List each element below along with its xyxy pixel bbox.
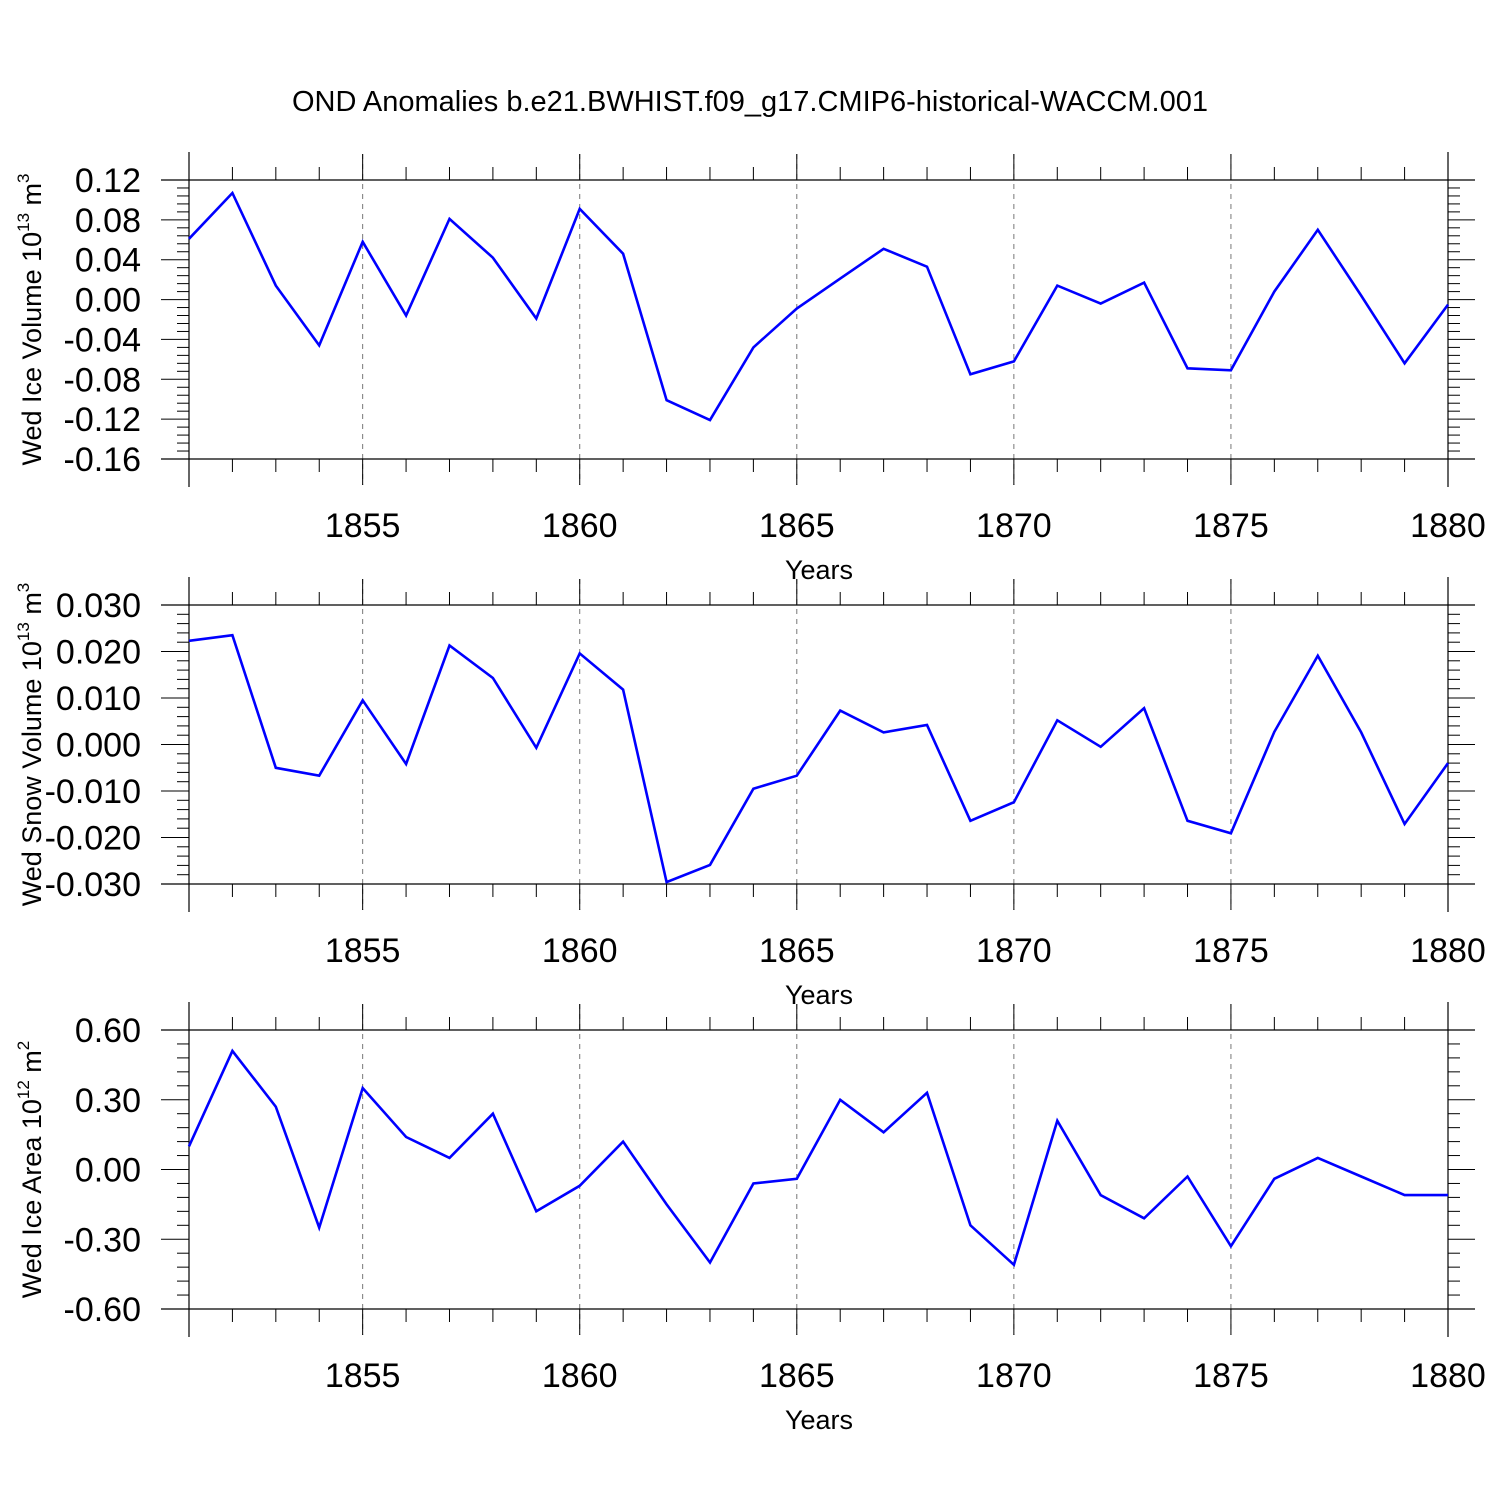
x-tick-label: 1865 — [759, 507, 835, 545]
y-tick-label: 0.12 — [75, 162, 141, 200]
y-tick-label: -0.08 — [64, 361, 142, 399]
y-tick-label: 0.04 — [75, 242, 141, 280]
series-line — [188, 633, 1450, 884]
y-axis-title: Wed Ice Volume 1013 m3 — [14, 173, 47, 465]
y-tick-label: -0.04 — [64, 321, 142, 359]
x-tick-label: 1860 — [542, 932, 618, 970]
y-axis-title: Wed Ice Area 1012 m2 — [14, 1041, 47, 1299]
y-tick-label: 0.00 — [75, 282, 141, 320]
y-tick-label: -0.030 — [45, 866, 141, 904]
x-axis-title: Years — [785, 980, 853, 1010]
series-line — [187, 1048, 1448, 1268]
y-tick-label: -0.12 — [64, 401, 142, 439]
x-tick-label: 1860 — [542, 1357, 618, 1395]
x-tick-label: 1880 — [1410, 1357, 1486, 1395]
x-axis-title: Years — [785, 1405, 853, 1435]
x-axis-title: Years — [785, 555, 853, 585]
x-tick-label: 1870 — [976, 1357, 1052, 1395]
x-tick-label: 1875 — [1193, 1357, 1269, 1395]
y-tick-label: 0.010 — [56, 680, 141, 718]
x-tick-label: 1865 — [759, 1357, 835, 1395]
x-tick-label: 1875 — [1193, 507, 1269, 545]
page-title: OND Anomalies b.e21.BWHIST.f09_g17.CMIP6… — [292, 86, 1208, 118]
y-tick-label: 0.020 — [56, 634, 141, 672]
y-tick-label: 0.08 — [75, 202, 141, 240]
y-tick-label: 0.30 — [75, 1082, 141, 1120]
x-tick-label: 1860 — [542, 507, 618, 545]
x-tick-label: 1870 — [976, 932, 1052, 970]
y-axis-title: Wed Snow Volume 1013 m3 — [14, 583, 47, 907]
x-tick-label: 1855 — [325, 932, 401, 970]
series-line — [188, 190, 1450, 422]
y-tick-label: -0.60 — [64, 1291, 142, 1329]
y-tick-label: -0.30 — [64, 1221, 142, 1259]
y-tick-label: -0.020 — [45, 820, 141, 858]
panel-3: 0.60 0.30 0.00 -0.30 -0.60 1855 1860 1865 1870 18… — [14, 1002, 1486, 1435]
y-tick-label: 0.030 — [56, 587, 141, 625]
x-tick-label: 1855 — [325, 1357, 401, 1395]
y-tick-label: -0.16 — [64, 441, 142, 479]
x-tick-label: 1870 — [976, 507, 1052, 545]
y-tick-label: 0.00 — [75, 1152, 141, 1190]
x-tick-label: 1865 — [759, 932, 835, 970]
x-tick-label: 1880 — [1410, 507, 1486, 545]
y-tick-label: 0.000 — [56, 727, 141, 765]
x-tick-label: 1880 — [1410, 932, 1486, 970]
panel-2: 0.030 0.020 0.010 0.000 -0.010 -0.020 -0.030 18… — [14, 577, 1486, 1010]
y-tick-label: -0.010 — [45, 773, 141, 811]
panel-1: 0.120.080.040.00-0.04-0.08-0.12-0.16 1855… — [14, 152, 1486, 585]
x-tick-label: 1855 — [325, 507, 401, 545]
y-tick-label: 0.60 — [75, 1012, 141, 1050]
x-tick-label: 1875 — [1193, 932, 1269, 970]
